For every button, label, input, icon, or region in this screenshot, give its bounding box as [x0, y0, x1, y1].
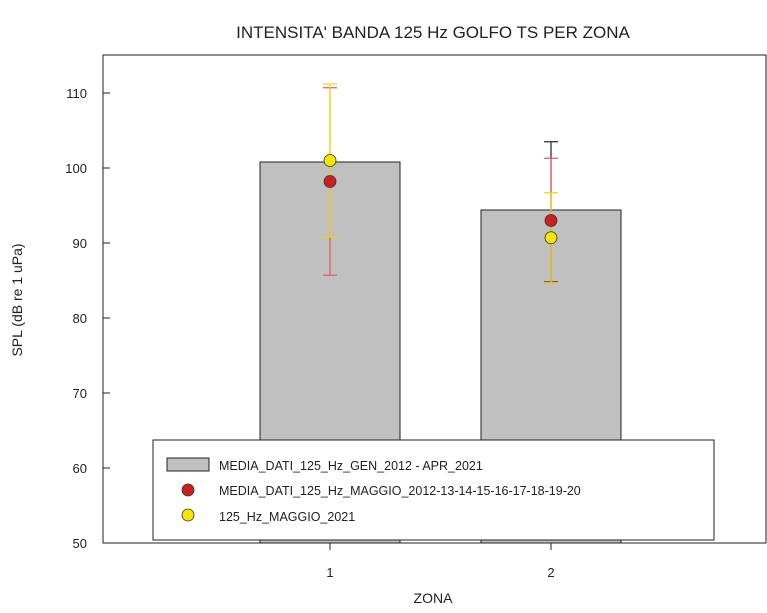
y-tick-label-100: 100	[65, 161, 87, 176]
y-tick-label-80: 80	[73, 311, 87, 326]
y-tick-label-110: 110	[66, 86, 87, 101]
y-tick-label-60: 60	[73, 461, 87, 476]
legend-swatch-bar	[166, 457, 210, 472]
x-tick-label-2: 2	[547, 565, 554, 580]
legend-marker-red	[181, 483, 195, 497]
points-layer	[323, 154, 558, 245]
point-2-zona-2	[544, 231, 558, 245]
legend-label-1: MEDIA_DATI_125_Hz_GEN_2012 - APR_2021	[219, 459, 483, 473]
x-axis-label: ZONA	[414, 590, 454, 606]
point-2-zona-1	[323, 154, 337, 167]
y-axis: 50 60 70 80 90 100 110	[65, 86, 110, 551]
legend-label-3: 125_Hz_MAGGIO_2021	[219, 510, 355, 524]
legend-label-2: MEDIA_DATI_125_Hz_MAGGIO_2012-13-14-15-1…	[219, 484, 581, 498]
y-tick-label-70: 70	[73, 386, 87, 401]
point-1-zona-2	[544, 214, 558, 227]
y-tick-label-90: 90	[73, 236, 87, 251]
x-tick-label-1: 1	[326, 565, 333, 580]
legend: MEDIA_DATI_125_Hz_GEN_2012 - APR_2021 ME…	[152, 439, 715, 541]
y-axis-label: SPL (dB re 1 uPa)	[9, 243, 25, 356]
legend-marker-yellow	[181, 508, 195, 522]
legend-box	[152, 439, 715, 541]
point-1-zona-1	[323, 175, 337, 188]
y-tick-label-50: 50	[73, 536, 87, 551]
chart-title: INTENSITA' BANDA 125 Hz GOLFO TS PER ZON…	[236, 23, 630, 42]
